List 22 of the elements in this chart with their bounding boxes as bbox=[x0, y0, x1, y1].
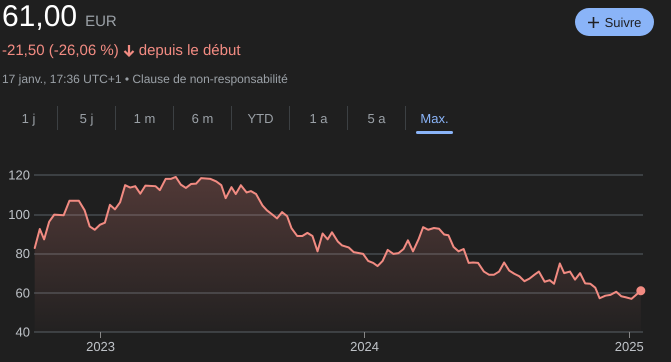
text: Max. bbox=[420, 110, 449, 126]
x-tick-label: 2024 bbox=[350, 339, 379, 354]
text: depuis le début bbox=[138, 42, 240, 59]
text: 1 j bbox=[22, 110, 36, 126]
y-tick-label: 80 bbox=[16, 246, 30, 261]
chart-title: 61,00 bbox=[2, 0, 78, 34]
y-tick-label: 100 bbox=[8, 206, 30, 222]
text: 5 a bbox=[367, 110, 386, 126]
y-tick-label: 120 bbox=[8, 168, 30, 182]
y-tick-label: 40 bbox=[16, 324, 30, 340]
text: YTD bbox=[248, 110, 274, 126]
chart-subtitle: -21,50 (-26,06 %) bbox=[2, 42, 119, 59]
y-tick-label: 60 bbox=[16, 285, 30, 300]
text: Suivre bbox=[604, 14, 642, 30]
text: 1 m bbox=[134, 110, 156, 126]
x-tick-label: 2025 bbox=[614, 339, 644, 354]
text: 1 a bbox=[309, 110, 328, 126]
text: EUR bbox=[85, 13, 117, 30]
text: 5 j bbox=[80, 110, 94, 126]
x-tick-label: 2023 bbox=[86, 339, 116, 354]
text: 6 m bbox=[192, 110, 214, 126]
text: 17 janv., 17:36 UTC+1 • Clause de non-responsabilité bbox=[2, 72, 288, 86]
